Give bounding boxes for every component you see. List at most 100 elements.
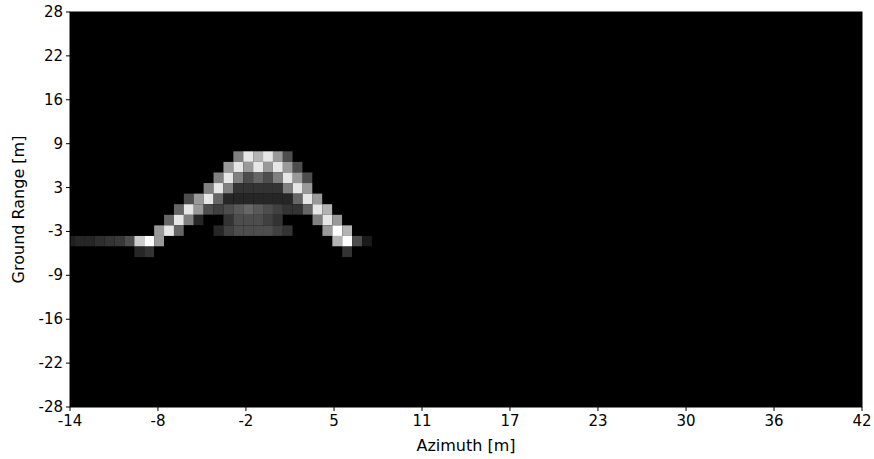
heatmap-cell [105,141,115,152]
heatmap-cell [95,141,105,152]
heatmap-cell [214,204,224,215]
heatmap-cell [223,141,233,152]
heatmap-cell [204,236,214,247]
heatmap-cell [75,247,85,258]
heatmap-cell [184,215,194,226]
heatmap-cell [174,194,184,205]
heatmap-cell [85,183,95,194]
heatmap-cell [253,225,263,236]
heatmap-cell [233,141,243,152]
heatmap-cell [313,194,323,205]
heatmap-cell [273,172,283,183]
heatmap-cell [243,215,253,226]
heatmap-cell [332,172,342,183]
heatmap-cell [154,172,164,183]
heatmap-cell [214,247,224,258]
heatmap-cell [362,225,372,236]
heatmap-cell [303,204,313,215]
heatmap-cell [283,151,293,162]
heatmap-cell [253,141,263,152]
heatmap-cell [124,141,134,152]
heatmap-cell [70,162,75,173]
heatmap-cell [115,236,125,247]
heatmap-cell [154,141,164,152]
heatmap-cell [332,183,342,194]
heatmap-cell [164,194,174,205]
heatmap-cell [144,215,154,226]
heatmap-cell [164,204,174,215]
heatmap-cell [154,194,164,205]
heatmap-cell [174,141,184,152]
heatmap-cell [322,194,332,205]
heatmap-cell [75,204,85,215]
heatmap-cell [164,172,174,183]
heatmap-cell [253,172,263,183]
heatmap-cell [134,247,144,258]
heatmap-cell [342,225,352,236]
heatmap-cell [263,225,273,236]
heatmap-cell [124,172,134,183]
x-tick-label: 5 [329,412,339,430]
y-tick [66,12,70,13]
heatmap-cell [352,172,362,183]
heatmap-cell [85,172,95,183]
heatmap-cell [124,204,134,215]
heatmap-cell [174,172,184,183]
heatmap-cell [214,172,224,183]
heatmap-cell [85,151,95,162]
heatmap-cell [174,204,184,215]
heatmap-cell [263,247,273,258]
heatmap-cell [204,225,214,236]
heatmap-cell [352,215,362,226]
heatmap-cell [154,215,164,226]
heatmap-cell [184,151,194,162]
y-tick [66,363,70,364]
heatmap-cell [115,194,125,205]
heatmap-cell [243,247,253,258]
heatmap-cell [144,162,154,173]
heatmap-cell [95,236,105,247]
heatmap-cell [184,183,194,194]
heatmap-cell [362,162,372,173]
heatmap-cells [70,141,372,257]
heatmap-cell [154,236,164,247]
heatmap-cell [223,247,233,258]
heatmap-cell [342,204,352,215]
y-tick [66,99,70,100]
heatmap-cell [184,141,194,152]
heatmap-cell [194,172,204,183]
heatmap-cell [124,183,134,194]
heatmap-cell [124,225,134,236]
heatmap-cell [332,162,342,173]
y-tick-label: -16 [39,310,64,328]
heatmap-cell [70,172,75,183]
heatmap-cell [233,215,243,226]
heatmap-cell [70,247,75,258]
heatmap-cell [322,247,332,258]
heatmap-cell [124,236,134,247]
heatmap-cell [273,225,283,236]
y-tick-label: 9 [53,135,63,153]
y-axis-title: Ground Range [m] [9,136,28,284]
x-tick [245,407,246,411]
heatmap-cell [124,247,134,258]
heatmap-cell [332,151,342,162]
heatmap-cell [352,204,362,215]
x-tick-label: -2 [238,412,253,430]
heatmap-cell [273,141,283,152]
heatmap-cell [303,215,313,226]
heatmap-cell [105,215,115,226]
heatmap-cell [283,194,293,205]
heatmap-cell [204,204,214,215]
heatmap-cell [322,204,332,215]
heatmap-cell [303,194,313,205]
heatmap-cell [253,162,263,173]
heatmap-cell [223,183,233,194]
heatmap-cell [273,162,283,173]
heatmap-cell [115,172,125,183]
heatmap-cell [303,162,313,173]
heatmap-cell [144,236,154,247]
y-tick [66,275,70,276]
heatmap-cell [313,215,323,226]
heatmap-cell [233,183,243,194]
